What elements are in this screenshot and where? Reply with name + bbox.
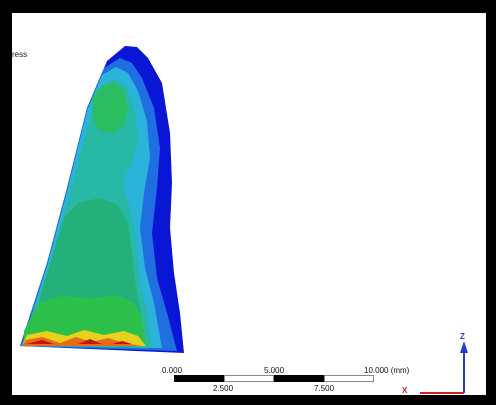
scale-segment-4: [324, 375, 374, 382]
scale-segment-1: [174, 375, 224, 382]
x-axis-label: X: [402, 386, 407, 395]
z-axis-label: Z: [460, 332, 465, 341]
scale-label-0: 0.000: [162, 366, 182, 375]
z-axis-arrow-icon: [460, 341, 468, 353]
scale-label-5: 5.000: [264, 366, 284, 375]
scale-segment-3: [274, 375, 324, 382]
graphics-viewport[interactable]: ress 0.000 5.000 10.000 (mm) 2.500 7.500: [12, 13, 486, 395]
scale-label-7-5: 7.500: [314, 384, 334, 393]
axis-triad: [392, 323, 482, 395]
scale-segment-2: [224, 375, 274, 382]
scale-label-2-5: 2.500: [213, 384, 233, 393]
